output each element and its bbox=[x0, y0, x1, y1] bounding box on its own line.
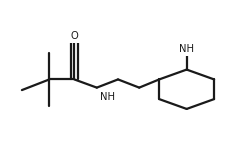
Text: O: O bbox=[70, 31, 78, 41]
Text: NH: NH bbox=[100, 92, 114, 102]
Text: NH: NH bbox=[178, 44, 194, 54]
